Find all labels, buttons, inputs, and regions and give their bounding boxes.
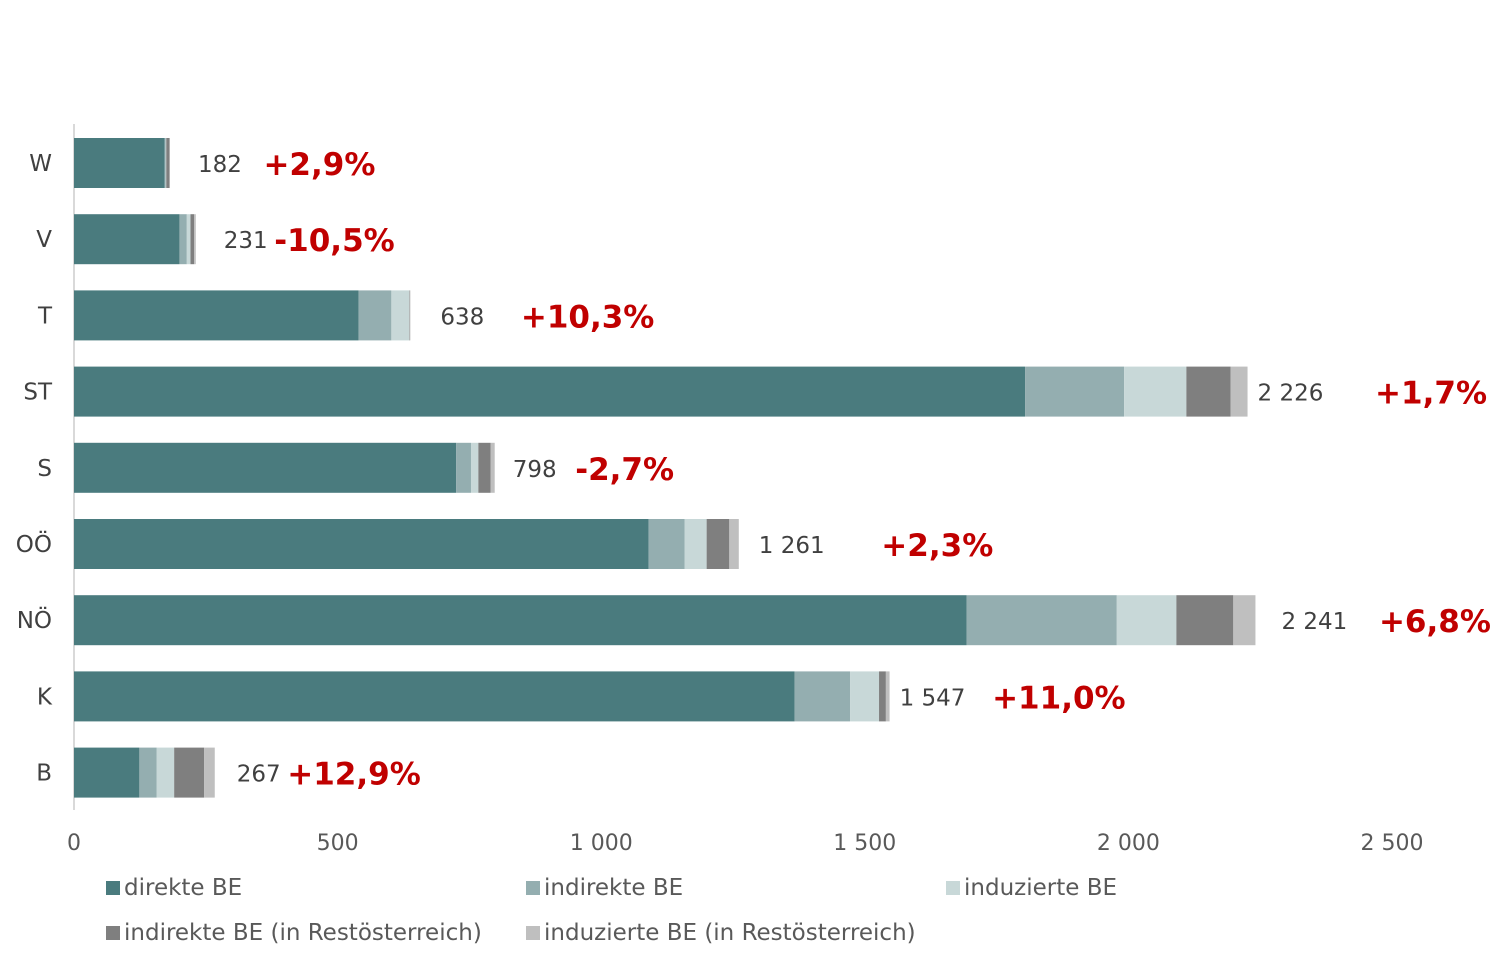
x-tick-label-0: 0: [67, 831, 81, 856]
legend-label-1: indirekte BE: [544, 875, 683, 901]
bar-segment-OÖ-s3: [706, 519, 730, 569]
legend-swatch-0: [106, 881, 120, 895]
bar-segment-S-s2: [470, 442, 479, 493]
bar-segment-W-s2: [165, 138, 167, 188]
total-label-1: 231: [224, 228, 268, 254]
bar-segment-B-s3: [174, 747, 205, 798]
bar-segment-W-s3: [166, 138, 170, 188]
bar-segment-S-s4: [490, 442, 495, 493]
total-label-8: 267: [237, 762, 281, 788]
change-label-2: +10,3%: [521, 299, 655, 335]
total-label-7: 1 547: [900, 685, 966, 711]
bar-segment-NÖ-s0: [74, 595, 967, 646]
total-label-6: 2 241: [1281, 609, 1347, 635]
x-tick-label-2: 1 000: [570, 831, 633, 856]
bar-segment-V-s1: [179, 214, 187, 265]
legend-label-2: induzierte BE: [964, 875, 1117, 901]
bar-segment-NÖ-s2: [1116, 595, 1177, 646]
bar-segment-K-s0: [74, 671, 795, 722]
bar-segment-T-s1: [358, 290, 392, 341]
change-label-1: -10,5%: [274, 223, 394, 259]
category-label-1: V: [36, 227, 52, 253]
category-label-2: T: [37, 303, 53, 329]
total-label-2: 638: [440, 304, 484, 330]
legend-swatch-3: [106, 926, 120, 940]
category-label-6: NÖ: [17, 606, 52, 634]
bar-segment-T-s4: [409, 290, 411, 341]
category-label-0: W: [29, 151, 52, 177]
bar-segment-K-s3: [879, 671, 886, 722]
x-tick-label-3: 1 500: [833, 831, 896, 856]
total-label-3: 2 226: [1258, 381, 1324, 407]
category-label-7: K: [37, 684, 53, 710]
x-tick-label-5: 2 500: [1361, 831, 1424, 856]
bar-segment-V-s2: [186, 214, 191, 265]
legend-swatch-4: [526, 926, 540, 940]
legend-label-4: induzierte BE (in Restösterreich): [544, 920, 916, 946]
legend-label-0: direkte BE: [124, 875, 242, 901]
change-label-7: +11,0%: [992, 680, 1126, 716]
bar-segment-ST-s3: [1186, 366, 1231, 417]
bar-segment-V-s4: [194, 214, 196, 265]
bar-segment-ST-s0: [74, 366, 1026, 417]
bar-segment-T-s2: [391, 290, 410, 341]
bar-segment-V-s3: [190, 214, 195, 265]
bar-segment-T-s3: [409, 290, 410, 341]
change-label-0: +2,9%: [263, 147, 375, 183]
bar-segment-W-s1: [164, 138, 166, 188]
change-label-5: +2,3%: [881, 528, 993, 564]
bar-segment-S-s0: [74, 442, 457, 493]
bar-segment-T-s0: [74, 290, 359, 341]
bar-segment-NÖ-s4: [1233, 595, 1256, 646]
bar-segment-V-s0: [74, 214, 180, 265]
change-label-6: +6,8%: [1379, 604, 1491, 640]
bar-segment-B-s1: [139, 747, 157, 798]
total-label-4: 798: [513, 457, 557, 483]
bar-segment-ST-s2: [1124, 366, 1187, 417]
x-tick-label-4: 2 000: [1097, 831, 1160, 856]
bar-segment-K-s4: [885, 671, 890, 722]
bar-segment-K-s2: [850, 671, 880, 722]
x-tick-label-1: 500: [317, 831, 359, 856]
legend-swatch-1: [526, 881, 540, 895]
category-label-8: B: [36, 761, 52, 787]
category-label-4: S: [37, 456, 52, 482]
category-label-3: ST: [23, 380, 53, 406]
bar-segment-S-s3: [478, 442, 491, 493]
change-label-3: +1,7%: [1375, 376, 1487, 412]
total-label-5: 1 261: [759, 533, 825, 559]
bar-segment-NÖ-s3: [1176, 595, 1234, 646]
total-label-0: 182: [198, 152, 242, 178]
category-label-5: OÖ: [16, 530, 52, 558]
bar-segment-OÖ-s1: [648, 519, 685, 569]
legend-swatch-2: [946, 881, 960, 895]
bar-segment-OÖ-s4: [729, 519, 739, 569]
bar-segment-S-s1: [456, 442, 471, 493]
bar-segment-W-s0: [74, 138, 165, 188]
bar-segment-B-s4: [204, 747, 215, 798]
bar-segment-OÖ-s2: [684, 519, 707, 569]
legend-label-3: indirekte BE (in Restösterreich): [124, 920, 482, 946]
bar-segment-B-s2: [156, 747, 175, 798]
bar-segment-K-s1: [794, 671, 851, 722]
bar-segment-ST-s1: [1025, 366, 1125, 417]
change-label-4: -2,7%: [575, 452, 674, 488]
bar-segment-ST-s4: [1230, 366, 1248, 417]
bar-segment-OÖ-s0: [74, 519, 649, 569]
change-label-8: +12,9%: [287, 757, 421, 793]
bar-segment-B-s0: [74, 747, 140, 798]
bar-segment-W-s4: [169, 138, 170, 188]
bar-segment-NÖ-s1: [966, 595, 1117, 646]
